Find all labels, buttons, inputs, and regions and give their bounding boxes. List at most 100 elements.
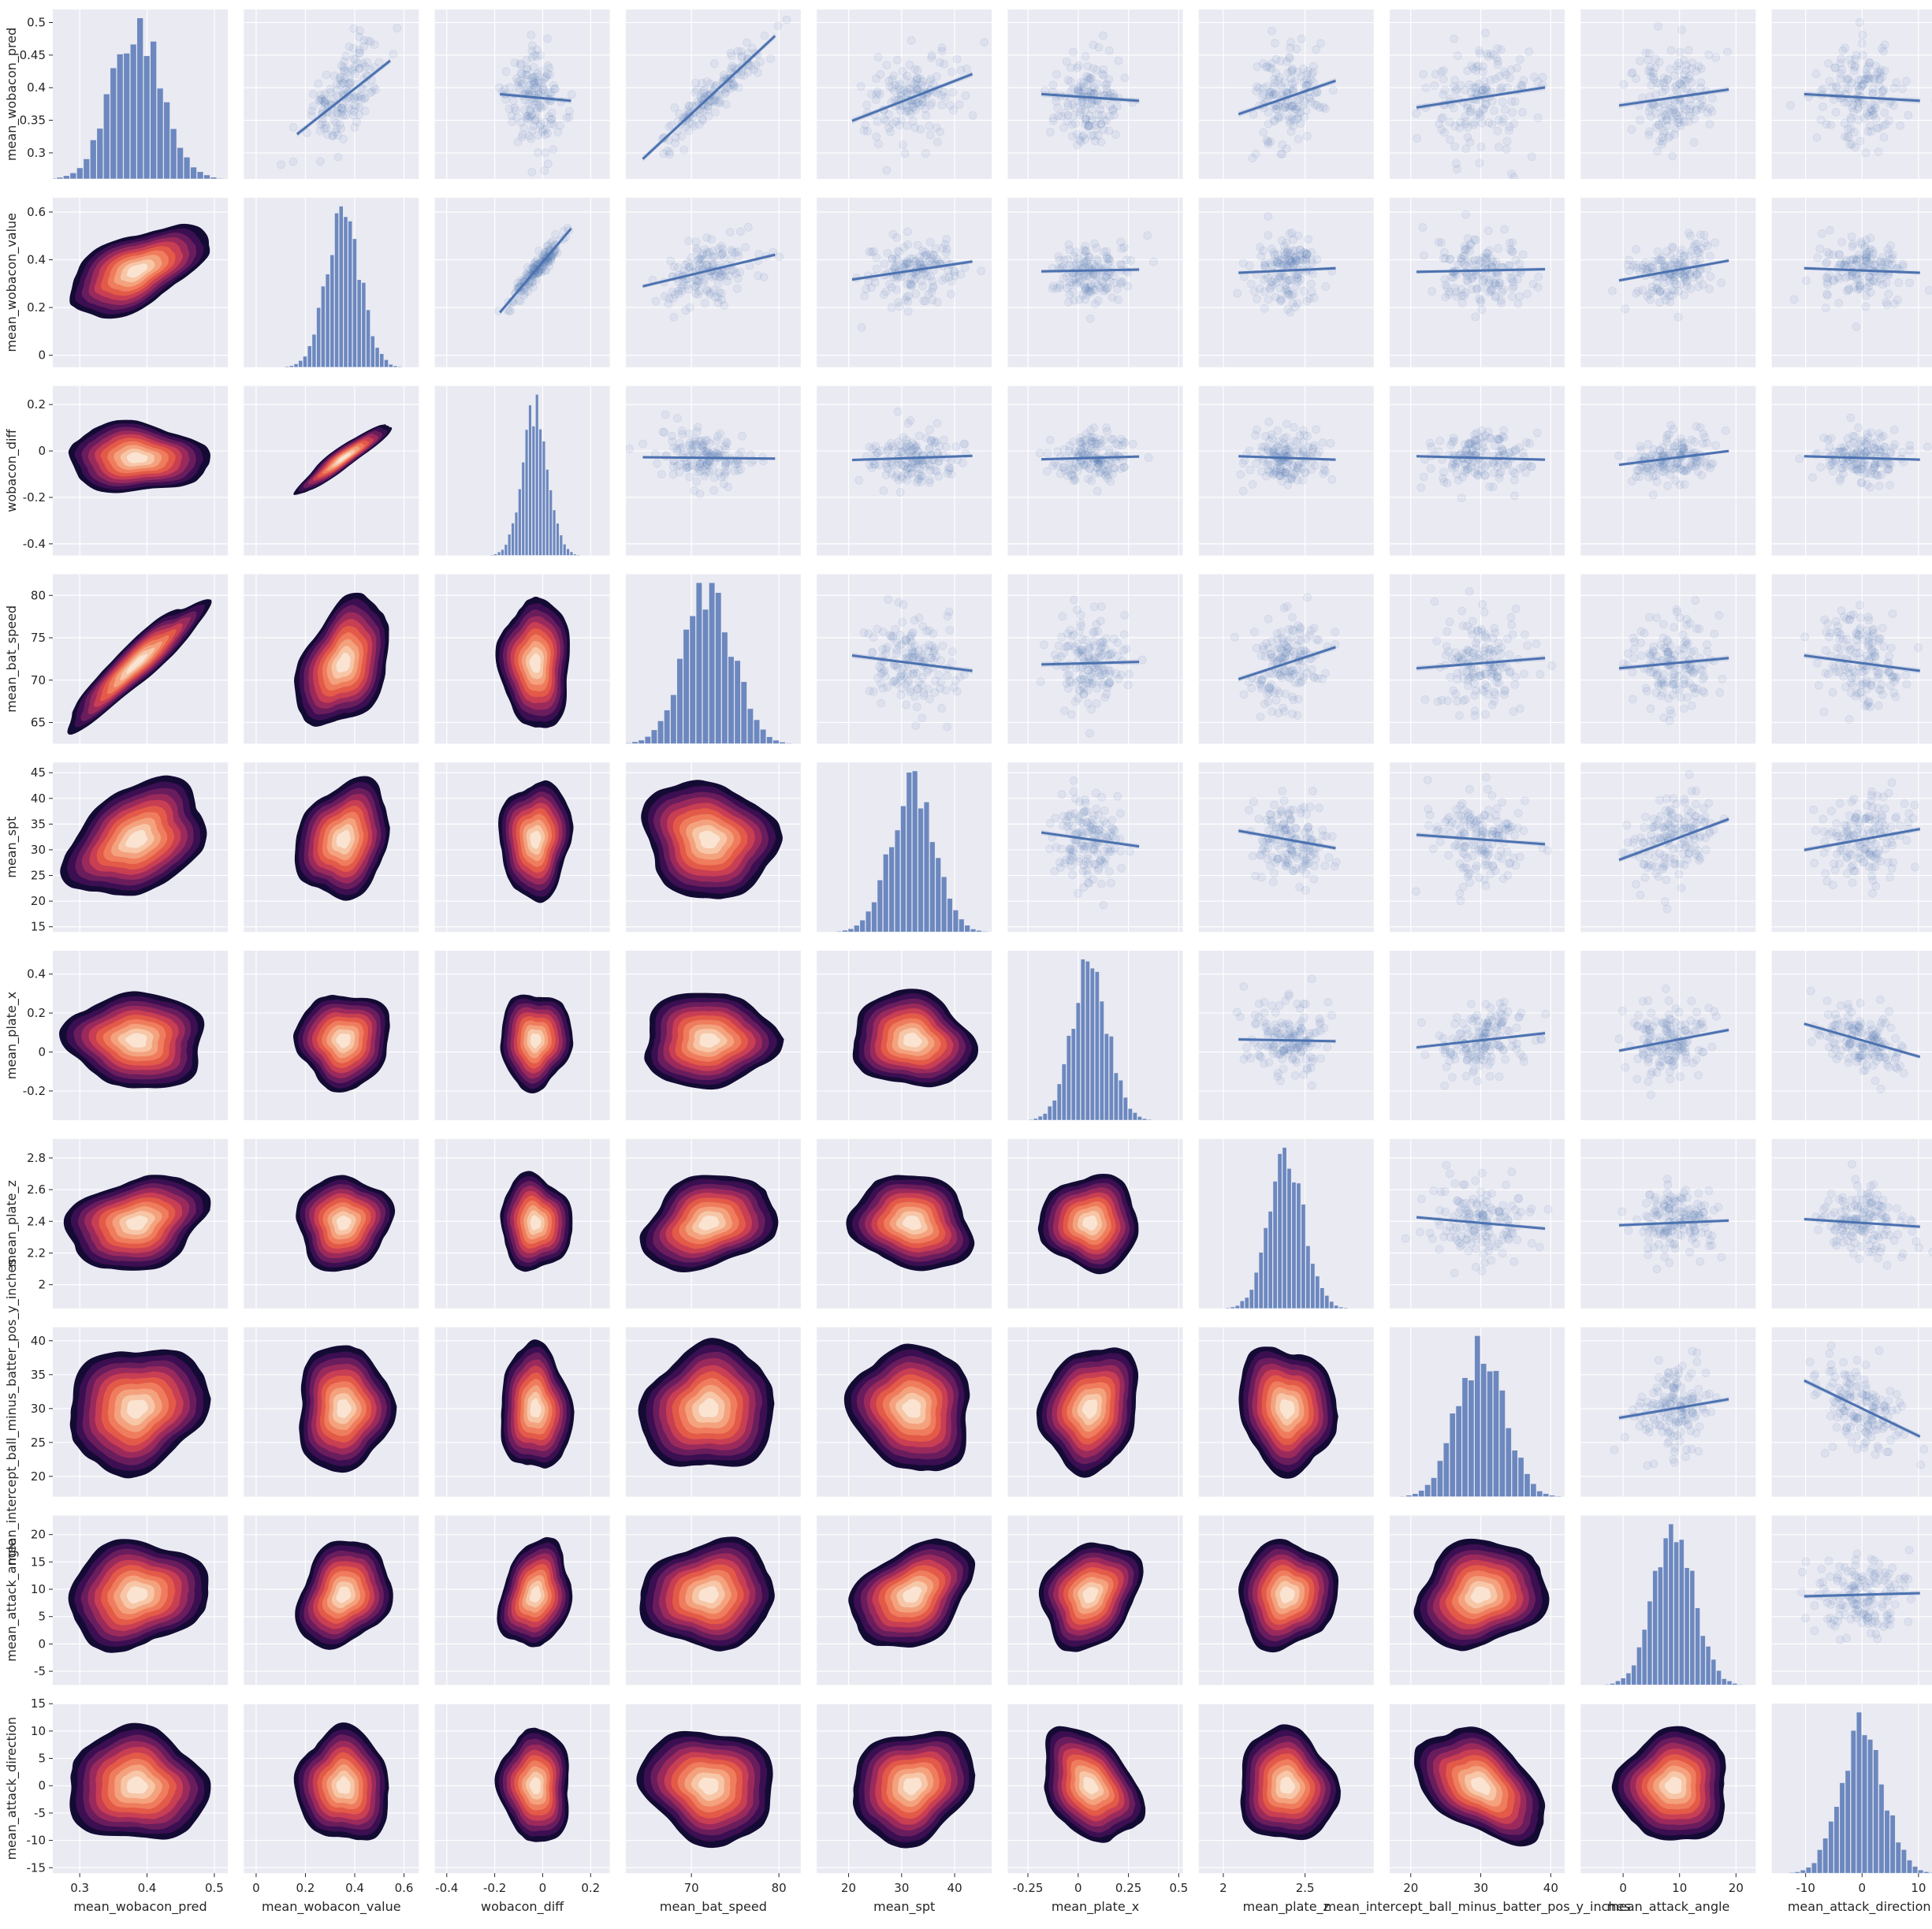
scatter-point: [1453, 51, 1462, 61]
scatter-point: [1441, 254, 1450, 263]
scatter-point: [1285, 275, 1294, 285]
scatter-point: [909, 627, 918, 637]
scatter-point: [1137, 655, 1147, 665]
scatter-point: [1511, 255, 1521, 265]
histogram-bar: [576, 554, 580, 556]
scatter-point: [1483, 86, 1491, 95]
scatter-point: [349, 94, 359, 103]
scatter-point: [941, 686, 951, 695]
scatter-point: [537, 103, 546, 113]
scatter-point: [320, 124, 329, 133]
scatter-point: [685, 472, 694, 482]
scatter-point: [917, 650, 926, 660]
scatter-point: [1647, 72, 1656, 81]
scatter-point: [1855, 255, 1864, 264]
scatter-point: [1067, 450, 1077, 459]
scatter-point: [1874, 75, 1884, 84]
scatter-point: [1675, 118, 1684, 127]
scatter-point: [901, 635, 910, 644]
scatter-point: [547, 114, 556, 124]
scatter-point: [1279, 104, 1288, 114]
scatter-point: [1310, 100, 1320, 110]
scatter-point: [908, 254, 918, 263]
scatter-point: [523, 269, 531, 278]
scatter-point: [913, 84, 922, 94]
scatter-point: [929, 251, 938, 259]
scatter-point: [1286, 37, 1296, 47]
scatter-point: [1648, 490, 1658, 499]
scatter-point: [1105, 257, 1115, 266]
panel-mean_bat_speed-vs-mean_bat_speed: [625, 574, 801, 744]
scatter-point: [719, 253, 728, 263]
scatter-point: [1845, 285, 1854, 295]
scatter-point: [1461, 210, 1471, 219]
scatter-point: [1279, 635, 1288, 645]
scatter-point: [1655, 287, 1665, 296]
scatter-point: [1671, 125, 1681, 133]
scatter-point: [1238, 259, 1248, 268]
scatter-point: [1110, 271, 1119, 281]
scatter-point: [517, 80, 527, 90]
scatter-point: [1527, 152, 1536, 162]
scatter-point: [910, 102, 919, 112]
histogram-bar: [136, 17, 143, 179]
scatter-point: [1463, 123, 1472, 132]
scatter-point: [1885, 116, 1893, 125]
scatter-point: [709, 251, 717, 261]
histogram-bar: [709, 582, 716, 744]
scatter-point: [1692, 66, 1701, 76]
scatter-point: [702, 248, 712, 256]
panel-wobacon_diff-vs-mean_attack_direction: [1771, 385, 1932, 556]
scatter-point: [1666, 46, 1676, 55]
panel-content: [53, 17, 224, 179]
scatter-point: [1439, 74, 1448, 84]
scatter-point: [1109, 464, 1119, 473]
scatter-point: [1649, 73, 1658, 82]
scatter-point: [1085, 252, 1094, 262]
scatter-point: [906, 274, 916, 283]
scatter-point: [1268, 277, 1277, 286]
scatter-point: [1857, 81, 1866, 91]
scatter-point: [551, 229, 560, 239]
scatter-point: [1862, 69, 1871, 79]
scatter-point: [1271, 69, 1281, 78]
scatter-point: [1460, 251, 1469, 260]
scatter-point: [1833, 272, 1842, 281]
scatter-point: [1865, 58, 1874, 68]
scatter-point: [1090, 278, 1100, 288]
scatter-point: [721, 438, 731, 446]
scatter-point: [366, 37, 375, 47]
scatter-point: [333, 109, 343, 118]
scatter-point: [1636, 115, 1644, 125]
scatter-point: [1696, 78, 1706, 88]
scatter-point: [736, 464, 745, 474]
regression-line: [1238, 80, 1336, 116]
scatter-point: [1233, 289, 1242, 298]
scatter-point: [545, 70, 554, 80]
scatter-point: [1087, 131, 1096, 140]
scatter-point: [1276, 81, 1286, 90]
scatter-point: [1265, 88, 1275, 97]
scatter-point: [1297, 34, 1306, 43]
scatter-point: [1474, 255, 1483, 265]
scatter-point: [884, 110, 893, 119]
scatter-point: [928, 296, 937, 305]
scatter-point: [1633, 287, 1643, 296]
scatter-point: [1491, 74, 1500, 84]
scatter-point: [862, 100, 872, 110]
scatter-point: [355, 45, 364, 54]
scatter-point: [913, 85, 921, 94]
scatter-point: [1685, 105, 1695, 114]
scatter-point: [877, 665, 886, 673]
scatter-point: [1292, 256, 1301, 266]
scatter-point: [1289, 695, 1298, 705]
scatter-point: [1119, 630, 1129, 639]
scatter-point: [1274, 112, 1283, 121]
scatter-point: [1852, 50, 1861, 60]
scatter-point: [1621, 304, 1630, 314]
scatter-point: [1494, 462, 1502, 471]
scatter-point: [718, 244, 727, 254]
scatter-point: [949, 106, 958, 115]
scatter-point: [1486, 49, 1495, 58]
scatter-point: [687, 101, 697, 110]
